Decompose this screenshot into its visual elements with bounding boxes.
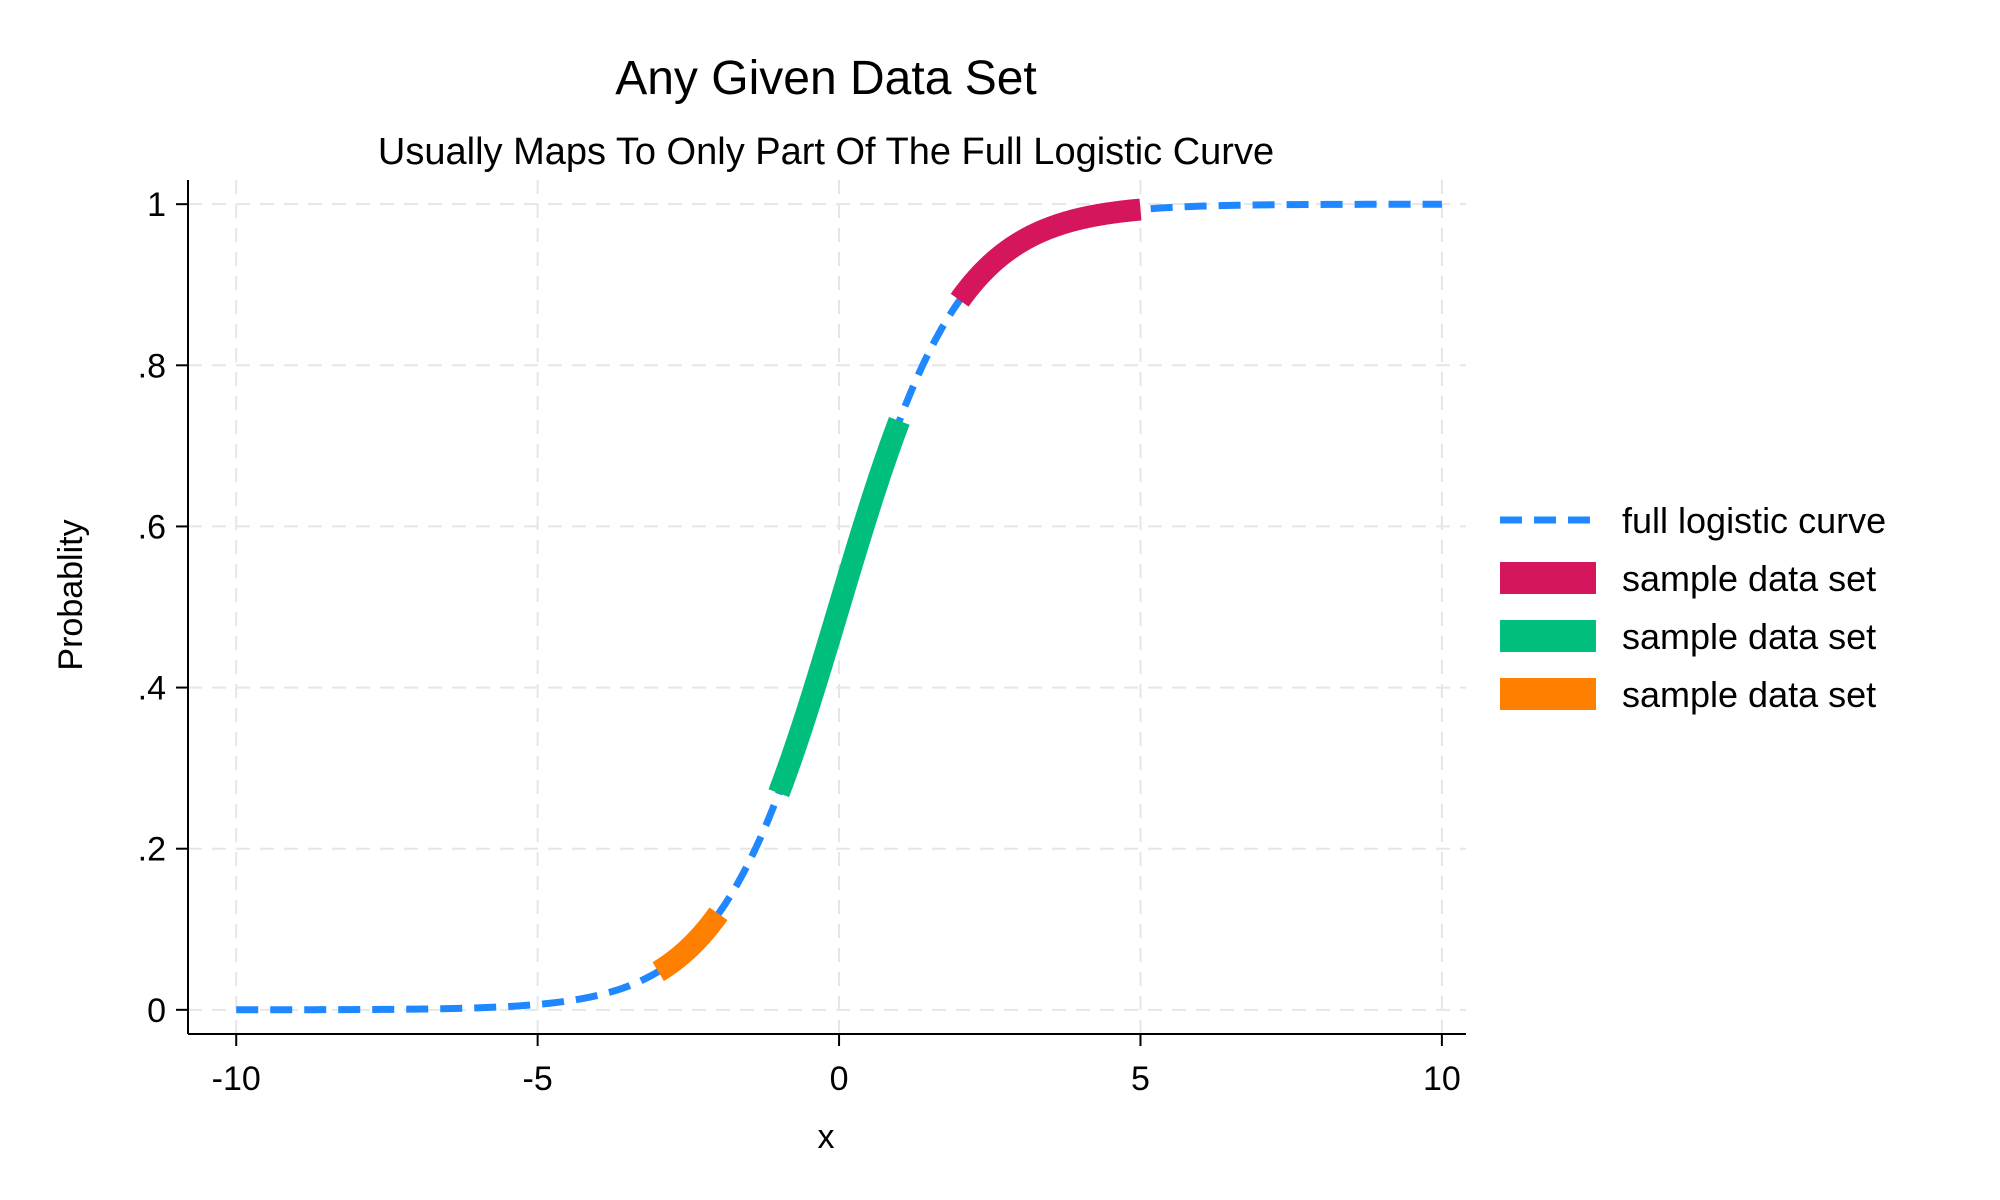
legend-swatch-2 (1500, 620, 1596, 652)
y-tick-label: .8 (138, 347, 166, 385)
y-tick-label: .6 (138, 508, 166, 546)
y-tick-label: .4 (138, 670, 166, 708)
chart-subtitle: Usually Maps To Only Part Of The Full Lo… (378, 131, 1274, 173)
series-segment-sample-data-set-2 (768, 411, 910, 803)
legend-label-0: full logistic curve (1622, 500, 1886, 541)
x-tick-label: -10 (212, 1060, 261, 1098)
y-tick-label: 1 (147, 186, 166, 224)
x-axis-title: x (818, 1118, 835, 1156)
x-tick-label: -5 (523, 1060, 553, 1098)
x-tick-label: 5 (1131, 1060, 1150, 1098)
legend-label-2: sample data set (1622, 616, 1876, 657)
y-axis-title: Probablity (52, 519, 90, 670)
series-group (236, 198, 1442, 1014)
series-segment-sample-data-set-1 (949, 198, 1151, 310)
x-tick-label: 0 (830, 1060, 849, 1098)
chart-title: Any Given Data Set (615, 52, 1037, 105)
x-tick-label: 10 (1423, 1060, 1461, 1098)
grid (188, 180, 1466, 1034)
legend-swatch-1 (1500, 562, 1596, 594)
legend-label-3: sample data set (1622, 674, 1876, 715)
y-tick-label: .2 (138, 831, 166, 869)
axes: -10 -5 0 5 10 0 .2 .4 .6 .8 1 (138, 180, 1466, 1098)
y-tick-label: 0 (147, 992, 166, 1030)
legend-swatch-3 (1500, 678, 1596, 710)
legend: full logistic curve sample data set sample… (1500, 500, 1886, 715)
series-segment-sample-data-set-3 (647, 903, 730, 983)
legend-label-1: sample data set (1622, 558, 1876, 599)
